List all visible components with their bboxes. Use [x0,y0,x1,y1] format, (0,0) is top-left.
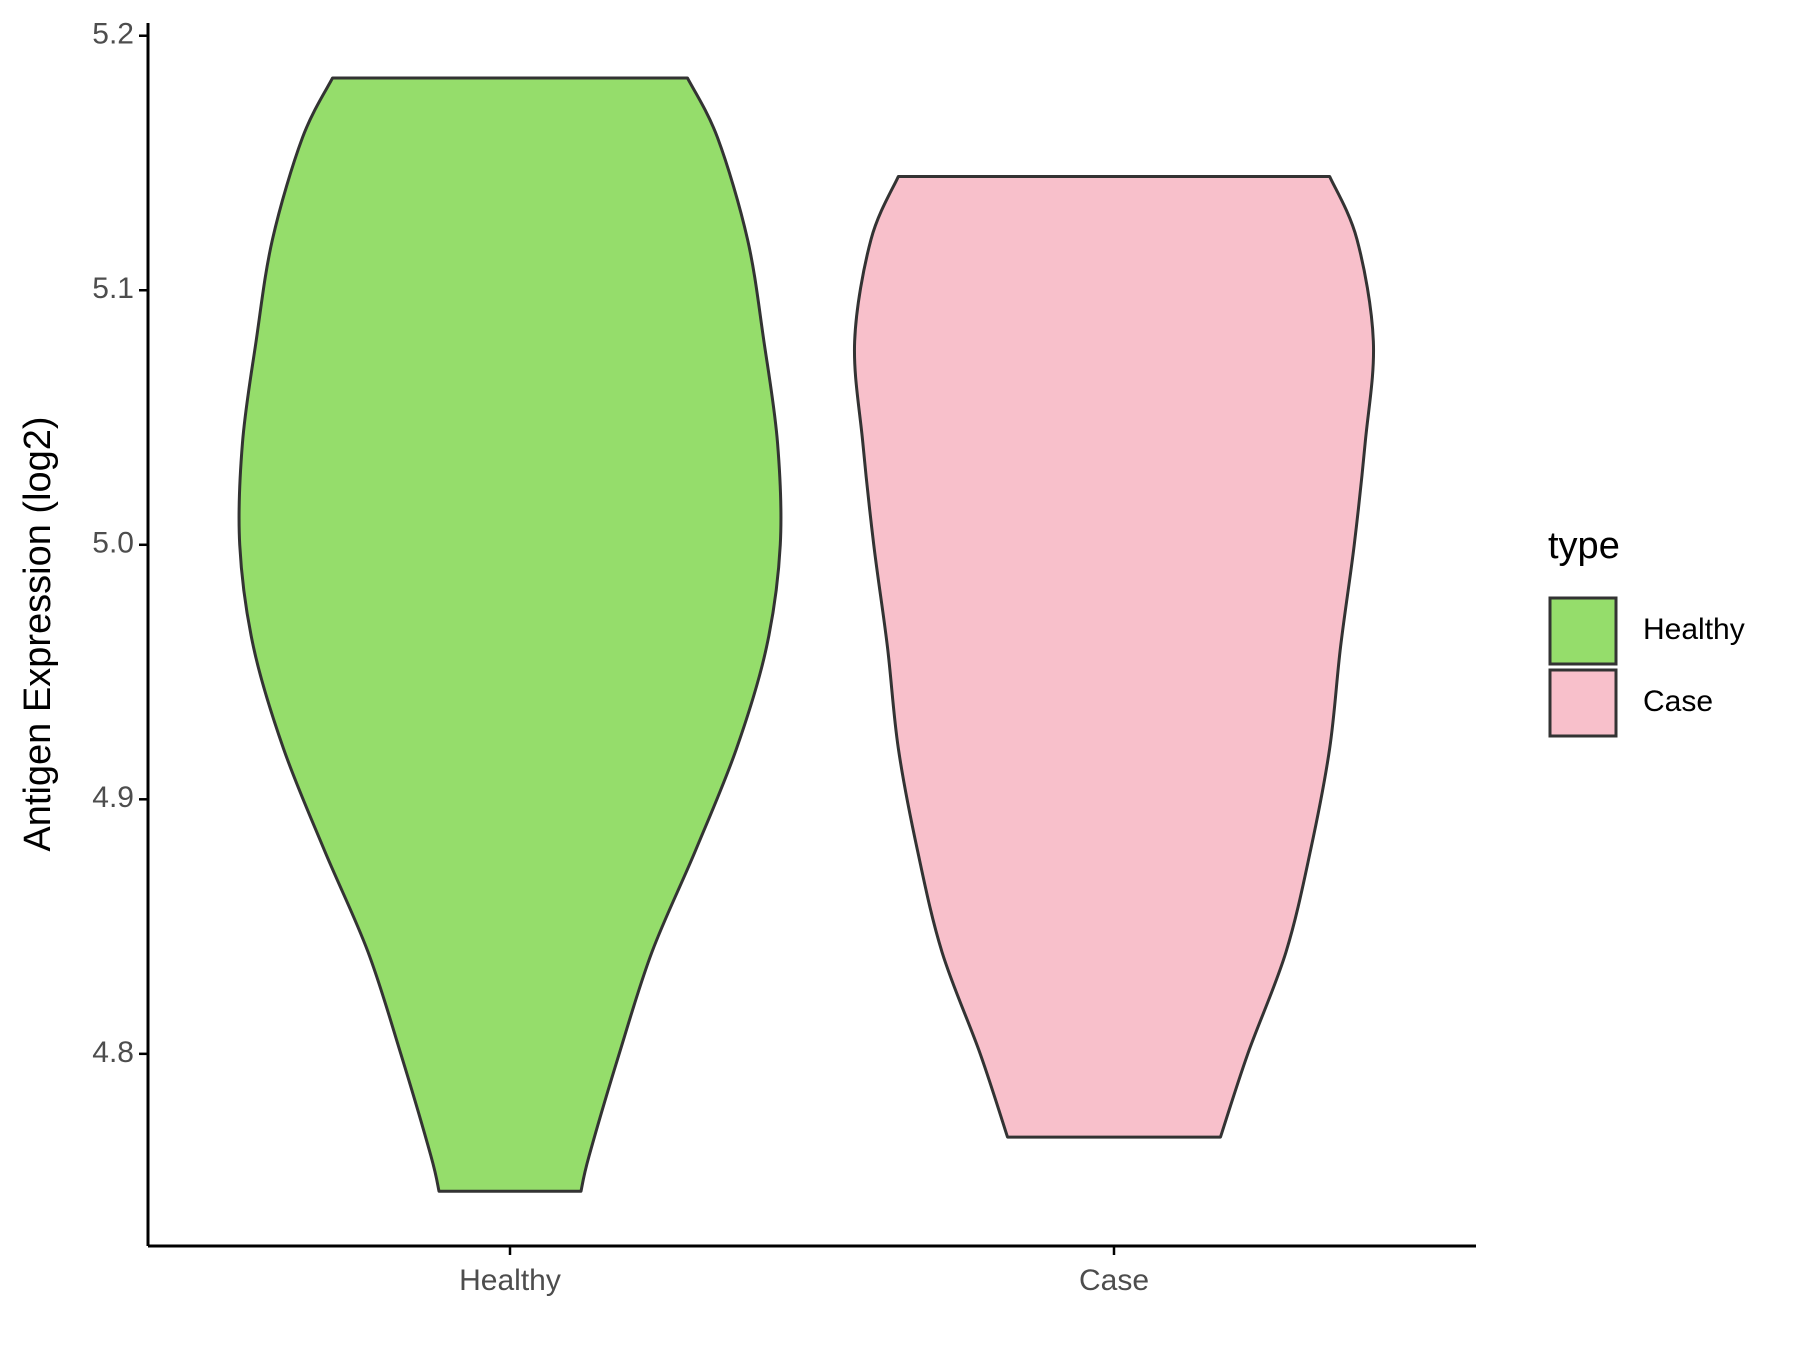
legend-swatch [1548,596,1618,666]
legend-label: Case [1643,685,1713,718]
y-tick-label: 5.2 [92,18,134,51]
x-tick-label: Case [1079,1264,1149,1297]
legend-title: type [1548,525,1620,567]
y-tick-label: 4.9 [92,781,134,814]
y-tick-label: 5.1 [92,272,134,305]
legend-label: Healthy [1643,613,1745,646]
violin [852,174,1376,1139]
y-tick-label: 5.0 [92,527,134,560]
x-tick-label: Healthy [459,1264,561,1297]
violin [237,76,783,1193]
legend-swatch [1548,668,1618,738]
y-axis-title: Antigen Expression (log2) [17,416,59,851]
y-tick-label: 4.8 [92,1036,134,1069]
